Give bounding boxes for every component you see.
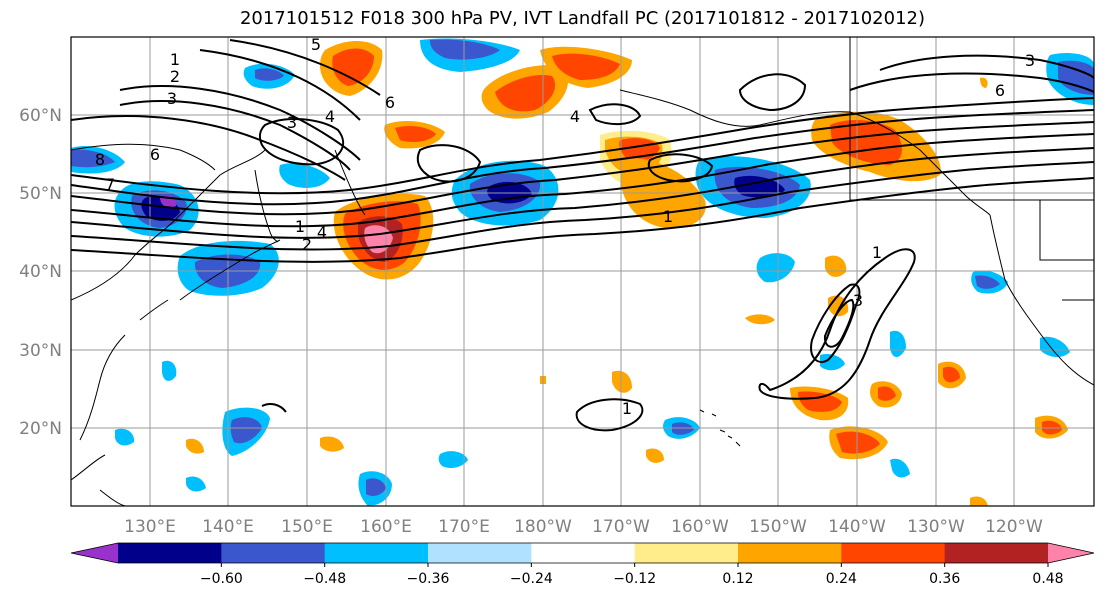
lon-label: 180°W xyxy=(514,517,572,537)
contour-label: 1 xyxy=(295,217,305,236)
coastlines xyxy=(71,37,1094,506)
lon-label: 150°E xyxy=(281,517,333,537)
colorbar-extend-max xyxy=(1048,543,1094,563)
map-frame xyxy=(70,36,1095,507)
colorbar-tick-label: −0.12 xyxy=(613,571,656,587)
lon-label: 120°W xyxy=(985,517,1043,537)
colorbar-tick-labels: −0.60 −0.48 −0.36 −0.24 −0.12 0.12 0.24 0.36 0.4… xyxy=(200,571,1064,587)
lon-label: 160°E xyxy=(360,517,412,537)
contour-label: 6 xyxy=(995,81,1005,100)
contour-label: 2 xyxy=(302,235,312,254)
contour-label: 6 xyxy=(385,93,395,112)
lon-label: 150°W xyxy=(749,517,807,537)
colorbar-swatch xyxy=(634,543,739,563)
colorbar-swatch xyxy=(118,543,222,563)
contour-label: 2 xyxy=(170,67,180,86)
map-title: 2017101512 F018 300 hPa PV, IVT Landfall… xyxy=(239,8,926,29)
colorbar-tick-label: −0.36 xyxy=(407,571,450,587)
contour-label: 3 xyxy=(167,89,177,108)
colorbar-tick-label: −0.48 xyxy=(303,571,346,587)
pv-contours xyxy=(71,39,1094,432)
lon-label: 170°E xyxy=(438,517,490,537)
contour-label: 3 xyxy=(1025,51,1035,70)
negative-pv-shading xyxy=(71,38,1094,506)
lat-label: 20°N xyxy=(19,419,62,439)
contour-label: 4 xyxy=(325,107,335,126)
colorbar-swatch xyxy=(428,543,532,563)
colorbar-tick-label: 0.12 xyxy=(722,571,753,587)
colorbar-extend-min xyxy=(71,543,118,563)
colorbar-tick-label: 0.36 xyxy=(929,571,960,587)
contour-label: 1 xyxy=(170,50,180,69)
lon-label: 130°E xyxy=(124,517,176,537)
contour-labels: 1 2 3 4 5 6 7 8 1 2 3 4 6 1 3 4 6 1 3 1 xyxy=(95,35,1035,418)
colorbar-swatch xyxy=(221,543,326,563)
contour-label: 6 xyxy=(150,145,160,164)
contour-label: 7 xyxy=(105,175,115,194)
colorbar-tick-label: −0.60 xyxy=(200,571,243,587)
longitude-labels: 130°E 140°E 150°E 160°E 170°E 180°W 170°… xyxy=(124,517,1043,537)
contour-label: 1 xyxy=(663,207,673,226)
colorbar-outline xyxy=(70,542,1095,564)
colorbar-tick-label: 0.48 xyxy=(1032,571,1063,587)
lon-label: 170°W xyxy=(592,517,650,537)
contour-label: 4 xyxy=(570,107,580,126)
contour-label: 4 xyxy=(317,223,327,242)
lon-label: 140°W xyxy=(828,517,886,537)
contour-label: 1 xyxy=(622,399,632,418)
lat-label: 60°N xyxy=(19,106,62,126)
lat-label: 30°N xyxy=(19,341,62,361)
positive-pv-shading xyxy=(186,41,1068,506)
graticule xyxy=(71,37,1094,506)
contour-label: 3 xyxy=(287,113,297,132)
colorbar-tick-label: 0.24 xyxy=(826,571,857,587)
contour-label: 3 xyxy=(853,291,863,310)
contour-label: 5 xyxy=(311,35,321,54)
lat-label: 50°N xyxy=(19,184,62,204)
colorbar-swatch xyxy=(531,543,636,563)
lon-label: 140°E xyxy=(202,517,254,537)
colorbar-swatch xyxy=(841,543,946,563)
lon-label: 160°W xyxy=(671,517,729,537)
latitude-labels: 60°N 50°N 40°N 30°N 20°N xyxy=(19,106,62,439)
lat-label: 40°N xyxy=(19,262,62,282)
colorbar-tick-label: −0.24 xyxy=(510,571,553,587)
colorbar xyxy=(70,542,1095,567)
contour-label: 1 xyxy=(872,243,882,262)
colorbar-swatch xyxy=(324,543,429,563)
colorbar-swatch xyxy=(738,543,842,563)
lon-label: 130°W xyxy=(907,517,965,537)
contour-label: 8 xyxy=(95,150,105,169)
colorbar-swatch xyxy=(944,543,1049,563)
